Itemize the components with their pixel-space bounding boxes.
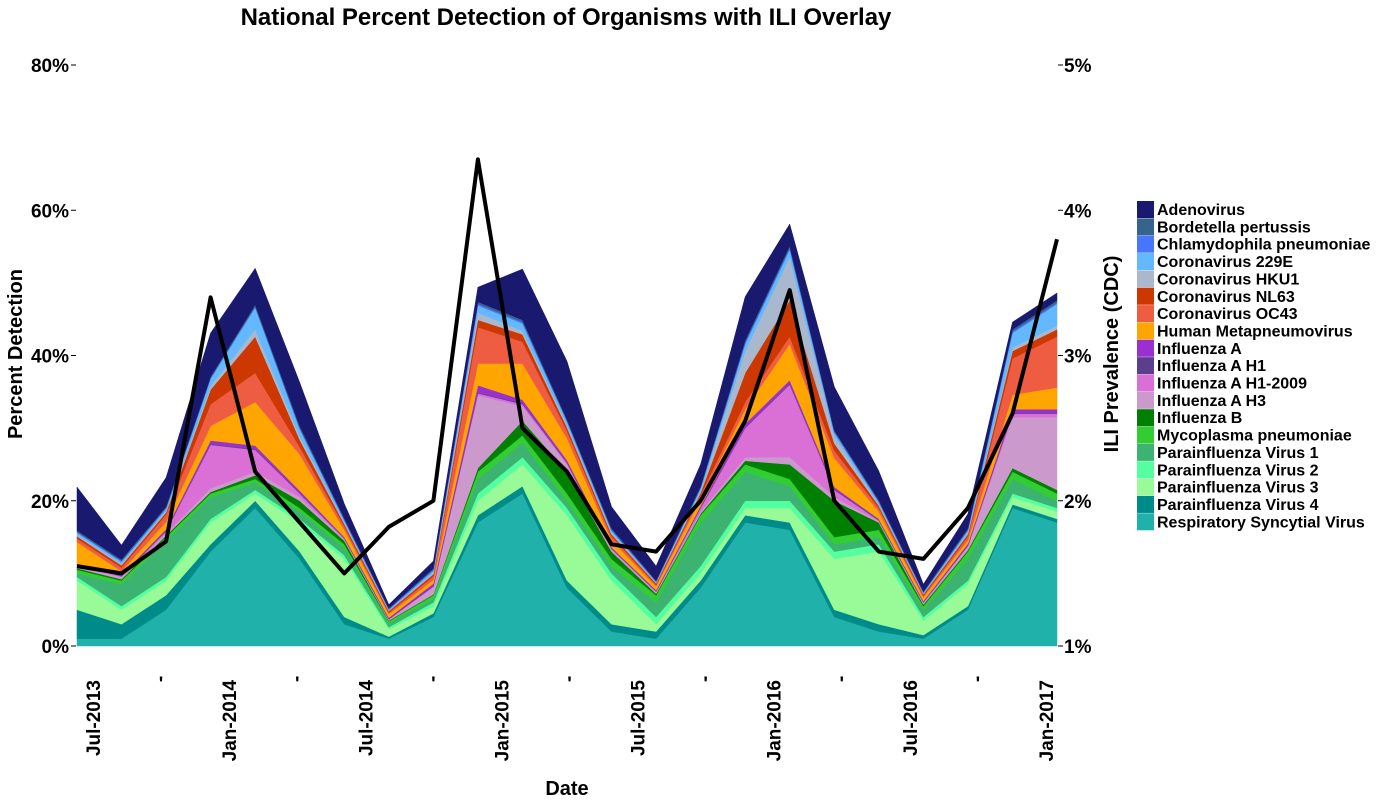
legend-item: Influenza B <box>1137 409 1242 427</box>
y-axis-left: 0% 20% 40% 60% 80% <box>31 56 76 658</box>
legend-item: Influenza A H3 <box>1137 391 1266 410</box>
ili-line <box>76 157 1059 576</box>
legend-swatch <box>1137 495 1154 513</box>
legend-label: Parainfluenza Virus 4 <box>1157 497 1319 514</box>
y-tick-label: 80% <box>31 56 69 77</box>
y2-tick-label: 2% <box>1064 492 1092 513</box>
stacked-area-layer <box>76 223 1058 647</box>
legend-label: Influenza A H3 <box>1157 393 1266 410</box>
legend-label: Parainfluenza Virus 1 <box>1157 445 1319 462</box>
legend-swatch <box>1137 391 1154 409</box>
legend-swatch <box>1137 426 1154 444</box>
legend-swatch <box>1137 270 1154 288</box>
x-tick-label: ' <box>431 674 436 695</box>
x-tick-label: ' <box>295 674 300 695</box>
legend-label: Coronavirus HKU1 <box>1157 271 1299 288</box>
y2-tick-label: 5% <box>1064 56 1092 77</box>
legend-swatch <box>1137 322 1154 340</box>
y2-tick-label: 4% <box>1064 201 1092 222</box>
y-tick-label: 60% <box>31 201 69 222</box>
chart-title: National Percent Detection of Organisms … <box>241 4 892 31</box>
y2-tick-label: 3% <box>1064 347 1092 368</box>
x-tick-label: Jan-2015 <box>492 680 513 762</box>
legend-label: Mycoplasma pneumoniae <box>1157 428 1352 445</box>
legend-label: Coronavirus OC43 <box>1157 306 1298 323</box>
legend-label: Chlamydophila pneumoniae <box>1157 237 1370 254</box>
legend-item: Mycoplasma pneumoniae <box>1137 426 1352 445</box>
legend-swatch <box>1137 201 1154 218</box>
legend-item: Parainfluenza Virus 1 <box>1137 443 1319 462</box>
legend-item: Coronavirus OC43 <box>1137 305 1298 323</box>
legend-label: Influenza B <box>1157 410 1242 427</box>
legend-swatch <box>1137 478 1154 496</box>
x-tick-label: Jan-2017 <box>1037 680 1058 761</box>
legend-swatch <box>1137 513 1154 531</box>
legend-swatch <box>1137 461 1154 479</box>
legend-label: Influenza A <box>1157 341 1242 358</box>
legend-item: Coronavirus HKU1 <box>1137 270 1299 288</box>
area-adenovirus <box>76 223 1058 609</box>
x-axis-title: Date <box>545 778 588 800</box>
x-tick-label: Jul-2014 <box>356 680 377 756</box>
x-axis: Jul-2013 ' Jan-2014 ' Jul-2014 ' Jan-2015 ' Jul-… <box>84 674 1058 761</box>
y2-tick-label: 1% <box>1064 637 1092 658</box>
x-tick-label: ' <box>567 674 572 695</box>
x-tick-label: ' <box>159 674 164 695</box>
legend-item: Parainfluenza Virus 2 <box>1137 461 1319 479</box>
y-tick-label: 40% <box>31 347 69 368</box>
legend-item: Parainfluenza Virus 4 <box>1137 495 1319 514</box>
legend-item: Chlamydophila pneumoniae <box>1137 235 1370 254</box>
legend-swatch <box>1137 357 1154 375</box>
legend-item: Adenovirus <box>1137 201 1245 219</box>
legend-swatch <box>1137 218 1154 236</box>
y-tick-label: 0% <box>42 637 70 658</box>
legend-item: Human Metapneumovirus <box>1137 322 1353 340</box>
legend-label: Parainfluenza Virus 2 <box>1157 462 1319 479</box>
x-tick-label: ' <box>976 674 981 695</box>
legend-swatch <box>1137 409 1154 427</box>
legend-item: Parainfluenza Virus 3 <box>1137 478 1319 497</box>
legend-label: Coronavirus NL63 <box>1157 289 1295 306</box>
legend-swatch <box>1137 235 1154 253</box>
legend-swatch <box>1137 374 1154 392</box>
legend-swatch <box>1137 305 1154 323</box>
legend-label: Adenovirus <box>1157 202 1245 219</box>
legend-label: Coronavirus 229E <box>1157 254 1293 271</box>
x-tick-label: Jan-2014 <box>220 680 241 762</box>
legend-item: Influenza A <box>1137 339 1242 358</box>
y2-axis-title: ILI Prevalence (CDC) <box>1101 256 1123 453</box>
legend-label: Respiratory Syncytial Virus <box>1157 514 1365 531</box>
y-axis-right: 1% 2% 3% 4% 5% <box>1058 56 1092 658</box>
legend-item: Respiratory Syncytial Virus <box>1137 513 1365 531</box>
x-tick-label: ' <box>840 674 845 695</box>
legend-swatch <box>1137 443 1154 461</box>
legend-label: Bordetella pertussis <box>1157 219 1311 236</box>
legend-item: Influenza A H1-2009 <box>1137 374 1307 393</box>
legend-label: Parainfluenza Virus 3 <box>1157 480 1319 497</box>
x-tick-label: Jul-2016 <box>901 680 922 756</box>
legend-item: Influenza A H1 <box>1137 357 1266 375</box>
x-tick-label: Jan-2016 <box>765 680 786 761</box>
legend-label: Influenza A H1 <box>1157 358 1266 375</box>
x-tick-label: Jul-2015 <box>629 680 650 756</box>
legend-item: Bordetella pertussis <box>1137 218 1311 236</box>
legend-item: Coronavirus NL63 <box>1137 287 1295 306</box>
x-tick-label: Jul-2013 <box>84 680 105 756</box>
legend-swatch <box>1137 253 1154 271</box>
x-tick-label: ' <box>703 674 708 695</box>
legend-swatch <box>1137 287 1154 305</box>
legend-label: Influenza A H1-2009 <box>1157 376 1307 393</box>
legend-item: Coronavirus 229E <box>1137 253 1293 271</box>
legend-swatch <box>1137 339 1154 357</box>
legend-label: Human Metapneumovirus <box>1157 323 1353 340</box>
y-tick-label: 20% <box>31 492 69 513</box>
y-axis-title: Percent Detection <box>5 269 27 439</box>
